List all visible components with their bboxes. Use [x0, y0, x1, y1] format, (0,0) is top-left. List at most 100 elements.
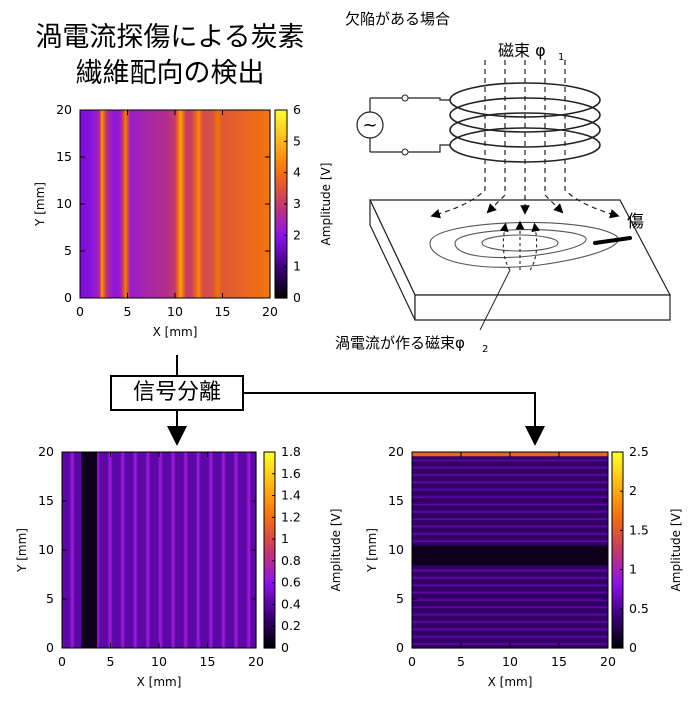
- heatmap-cell: [175, 452, 178, 648]
- heatmap-cell: [139, 110, 142, 298]
- colorbar-cell: [275, 197, 287, 202]
- heatmap-cell: [412, 493, 608, 496]
- y-axis-label: Y [mm]: [15, 528, 29, 573]
- heatmap-cell: [412, 556, 608, 558]
- heatmap-cell: [412, 587, 608, 590]
- heatmap-cell: [211, 110, 214, 298]
- y-tick-label: 5: [64, 243, 72, 258]
- heatmap-cell: [115, 110, 118, 298]
- heatmap-cell: [412, 629, 608, 632]
- x-axis-label: X [mm]: [137, 675, 182, 689]
- colorbar-cell: [264, 563, 275, 567]
- colorbar-cell: [612, 471, 623, 476]
- heatmap-cell: [249, 452, 252, 648]
- colorbar-cell: [275, 163, 287, 167]
- heatmap-cell: [258, 110, 260, 298]
- heatmap-cell: [110, 452, 113, 648]
- colorbar-cell: [612, 468, 623, 473]
- colorbar-cell: [275, 254, 287, 258]
- heatmap-cell: [209, 452, 212, 648]
- heatmap-cell: [412, 578, 608, 580]
- heatmap-cell: [256, 110, 259, 298]
- heatmap-cell: [412, 627, 608, 629]
- heatmap-cell: [240, 110, 243, 298]
- colorbar-cell: [275, 178, 287, 183]
- heatmap-cell: [412, 534, 608, 536]
- heatmap-cell: [113, 110, 116, 298]
- colorbar-tick-label: 0.2: [281, 618, 301, 633]
- heatmap-cell: [412, 503, 608, 506]
- heatmap-cell: [119, 110, 121, 298]
- colorbar-tick-label: 2: [629, 483, 637, 498]
- heatmap-cell: [98, 452, 101, 648]
- heatmap-cell: [144, 452, 147, 648]
- colorbar-cell: [275, 285, 287, 290]
- heatmap-bottom-right: 0 5 10 15 20 0 5 10 15 20 X [mm] Y [mm] 0 0.5 1 1.5 2 2.5…: [365, 444, 683, 689]
- heatmap-cell: [180, 110, 183, 298]
- heatmap-cell: [207, 110, 209, 298]
- heatmap-cell: [229, 110, 232, 298]
- heatmap-cell: [412, 594, 608, 596]
- colorbar-cell: [275, 138, 287, 142]
- heatmap-cell: [111, 452, 114, 648]
- colorbar-cell: [275, 119, 287, 124]
- heatmap-cell: [234, 110, 237, 298]
- colorbar-cell: [264, 628, 275, 633]
- heatmap-cell: [228, 452, 230, 648]
- colorbar-cell: [264, 625, 275, 629]
- heatmap-cell: [91, 452, 93, 648]
- heatmap-cell: [102, 110, 105, 298]
- colorbar-cell: [612, 572, 623, 577]
- heatmap-cell: [197, 452, 200, 648]
- heatmap-cell: [412, 508, 608, 511]
- flux2-subscript: 2: [482, 344, 488, 355]
- heatmap-cell: [208, 110, 211, 298]
- colorbar-cell: [612, 612, 623, 616]
- heatmap-cell: [246, 110, 249, 298]
- heatmap-cell: [412, 459, 608, 462]
- heatmap-cell: [103, 452, 106, 648]
- heatmap-cell: [412, 471, 608, 474]
- heatmap-cell: [156, 452, 159, 648]
- heatmap-cell: [83, 452, 86, 648]
- colorbar-cell: [275, 269, 287, 274]
- heatmap-cell: [126, 110, 129, 298]
- heatmap-cell: [412, 542, 608, 545]
- colorbar-cell: [275, 191, 287, 196]
- heatmap-cell: [189, 110, 192, 298]
- heatmap-cell: [203, 110, 206, 298]
- x-tick-label: 0: [76, 304, 84, 319]
- heatmap-cell: [412, 486, 608, 489]
- heatmap-cell: [172, 452, 175, 648]
- svg-text:~: ~: [362, 115, 377, 136]
- heatmap-cell: [412, 563, 608, 566]
- heatmap-cell: [412, 521, 608, 524]
- heatmap-cell: [150, 452, 153, 648]
- heatmap-cell: [207, 452, 210, 648]
- heatmap-cell: [127, 110, 130, 298]
- heatmap-cell: [95, 452, 98, 648]
- heatmap-cell: [125, 452, 127, 648]
- colorbar-cell: [275, 216, 287, 221]
- heatmap-cell: [412, 527, 608, 530]
- heatmap-cell: [412, 636, 608, 639]
- heatmap-cell: [103, 110, 106, 298]
- colorbar-cell: [264, 491, 275, 496]
- colorbar-cell: [264, 618, 275, 623]
- colorbar-cell: [275, 141, 287, 146]
- heatmap-cell: [148, 452, 150, 648]
- heatmap-cell: [412, 498, 608, 501]
- heatmap-cell: [412, 463, 608, 465]
- heatmap-cell: [155, 452, 158, 648]
- colorbar-label: Amplitude [V]: [669, 509, 683, 592]
- heatmap-cell: [412, 545, 608, 547]
- heatmap-cell: [150, 110, 152, 298]
- heatmap-cell: [80, 452, 82, 648]
- colorbar-cell: [264, 595, 275, 600]
- heatmap-cell: [412, 537, 608, 540]
- colorbar-cell: [275, 272, 287, 277]
- heatmap-cell: [412, 557, 608, 560]
- colorbar-cell: [264, 621, 275, 626]
- flux1-label: 磁束 φ: [498, 41, 546, 60]
- colorbar-cell: [275, 222, 287, 227]
